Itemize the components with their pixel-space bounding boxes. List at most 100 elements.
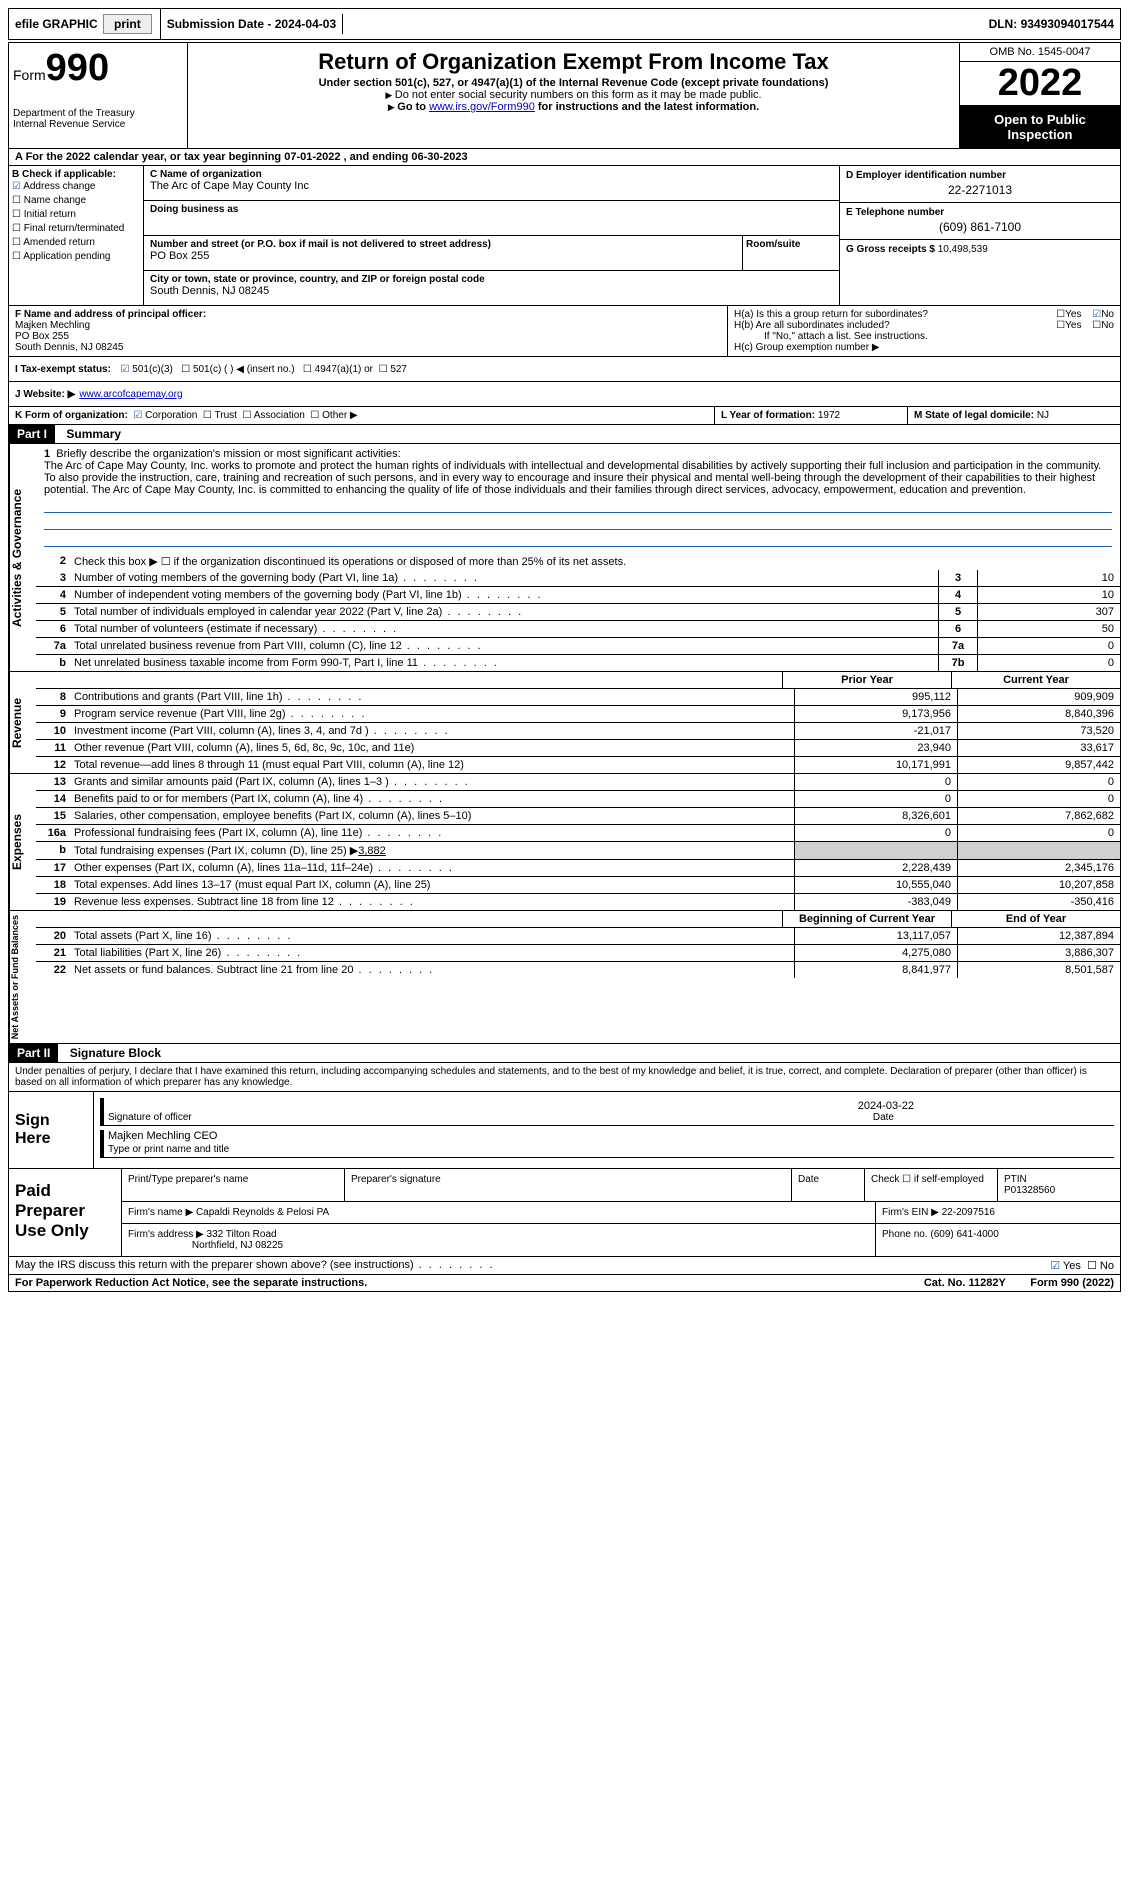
line-12: 12Total revenue—add lines 8 through 11 (… — [36, 757, 1120, 773]
preparer-label: Paid Preparer Use Only — [9, 1169, 121, 1256]
line-10: 10Investment income (Part VIII, column (… — [36, 723, 1120, 740]
prep-row-3: Firm's address ▶ 332 Tilton Road Northfi… — [122, 1224, 1120, 1256]
box-e-phone: E Telephone number (609) 861-7100 — [840, 203, 1120, 240]
box-d-ein: D Employer identification number 22-2271… — [840, 166, 1120, 203]
prep-row-2: Firm's name ▶ Capaldi Reynolds & Pelosi … — [122, 1202, 1120, 1224]
line-15: 15Salaries, other compensation, employee… — [36, 808, 1120, 825]
section-revenue: Revenue Prior Year Current Year 8Contrib… — [9, 672, 1120, 774]
net-col-headers: Beginning of Current Year End of Year — [36, 911, 1120, 928]
chk-amended[interactable]: Amended return — [12, 236, 140, 250]
line-19: 19Revenue less expenses. Subtract line 1… — [36, 894, 1120, 910]
form-number: Form990 — [13, 47, 183, 90]
row-a-tax-year: A For the 2022 calendar year, or tax yea… — [9, 149, 1120, 166]
line-m: M State of legal domicile: NJ — [908, 407, 1120, 424]
f-h-row: F Name and address of principal officer:… — [9, 306, 1120, 357]
chk-501c3[interactable] — [121, 364, 130, 375]
ha-no[interactable] — [1092, 309, 1101, 320]
line-i: I Tax-exempt status: 501(c)(3) 501(c) ( … — [9, 357, 1120, 382]
footer-row: For Paperwork Reduction Act Notice, see … — [9, 1275, 1120, 1291]
h-b-note: If "No," attach a list. See instructions… — [734, 331, 1114, 342]
h-c: H(c) Group exemption number ▶ — [734, 342, 1114, 353]
irs-link[interactable]: www.irs.gov/Form990 — [429, 101, 535, 113]
officer-name-line: Majken Mechling CEO Type or print name a… — [100, 1130, 1114, 1158]
entity-block: B Check if applicable: Address change Na… — [9, 166, 1120, 306]
chk-name-change[interactable]: Name change — [12, 194, 140, 208]
box-h: H(a) Is this a group return for subordin… — [728, 306, 1120, 356]
goto-note: Go to www.irs.gov/Form990 for instructio… — [196, 101, 951, 113]
chk-address-change[interactable]: Address change — [12, 180, 140, 194]
sign-here-label: Sign Here — [9, 1092, 94, 1168]
chk-application[interactable]: Application pending — [12, 250, 140, 264]
section-expenses: Expenses 13Grants and similar amounts pa… — [9, 774, 1120, 911]
street-box: Number and street (or P.O. box if mail i… — [144, 236, 743, 271]
line-k: K Form of organization: Corporation Trus… — [9, 407, 715, 424]
chk-trust[interactable] — [203, 410, 212, 421]
line-1-mission: 1 Briefly describe the organization's mi… — [36, 444, 1120, 553]
signature-section: Under penalties of perjury, I declare th… — [9, 1063, 1120, 1169]
h-a: H(a) Is this a group return for subordin… — [734, 309, 1114, 320]
ha-yes[interactable] — [1056, 309, 1065, 320]
chk-initial-return[interactable]: Initial return — [12, 208, 140, 222]
line-18: 18Total expenses. Add lines 13–17 (must … — [36, 877, 1120, 894]
form-title: Return of Organization Exempt From Incom… — [196, 49, 951, 75]
mission-text: The Arc of Cape May County, Inc. works t… — [44, 460, 1101, 496]
line-17: 17Other expenses (Part IX, column (A), l… — [36, 860, 1120, 877]
hb-no[interactable] — [1092, 320, 1101, 331]
header-left: Form990 Department of the TreasuryIntern… — [9, 43, 188, 148]
hb-yes[interactable] — [1056, 320, 1065, 331]
form-header: Form990 Department of the TreasuryIntern… — [9, 43, 1120, 149]
line-21: 21Total liabilities (Part X, line 26) 4,… — [36, 945, 1120, 962]
chk-527[interactable] — [379, 364, 388, 375]
discuss-yes[interactable] — [1050, 1260, 1060, 1272]
side-expenses: Expenses — [9, 774, 36, 910]
line-6: 6Total number of volunteers (estimate if… — [36, 621, 1120, 638]
tax-year: 2022 — [960, 62, 1120, 106]
prep-row-1: Print/Type preparer's name Preparer's si… — [122, 1169, 1120, 1202]
discuss-row: May the IRS discuss this return with the… — [9, 1257, 1120, 1275]
line-5: 5Total number of individuals employed in… — [36, 604, 1120, 621]
street-row: Number and street (or P.O. box if mail i… — [144, 236, 839, 271]
ssn-note: Do not enter social security numbers on … — [196, 89, 951, 101]
website-link[interactable]: www.arcofcapemay.org — [79, 389, 182, 400]
dba-box: Doing business as — [144, 201, 839, 236]
print-button[interactable]: print — [103, 14, 152, 34]
form-container: Form990 Department of the TreasuryIntern… — [8, 42, 1121, 1292]
line-4: 4Number of independent voting members of… — [36, 587, 1120, 604]
form-subtitle: Under section 501(c), 527, or 4947(a)(1)… — [196, 77, 951, 89]
room-box: Room/suite — [743, 236, 839, 271]
submission-date: Submission Date - 2024-04-03 — [161, 14, 343, 34]
line-9: 9Program service revenue (Part VIII, lin… — [36, 706, 1120, 723]
preparer-section: Paid Preparer Use Only Print/Type prepar… — [9, 1169, 1120, 1257]
open-public-badge: Open to Public Inspection — [960, 106, 1120, 148]
line-22: 22Net assets or fund balances. Subtract … — [36, 962, 1120, 978]
chk-4947[interactable] — [303, 364, 312, 375]
line-16b: bTotal fundraising expenses (Part IX, co… — [36, 842, 1120, 860]
chk-corp[interactable] — [133, 410, 142, 421]
chk-501c[interactable] — [181, 364, 190, 375]
box-f: F Name and address of principal officer:… — [9, 306, 728, 356]
part-i-header: Part I Summary — [9, 425, 1120, 444]
city-box: City or town, state or province, country… — [144, 271, 839, 305]
line-8: 8Contributions and grants (Part VIII, li… — [36, 689, 1120, 706]
line-13: 13Grants and similar amounts paid (Part … — [36, 774, 1120, 791]
line-l: L Year of formation: 1972 — [715, 407, 908, 424]
chk-other[interactable] — [310, 410, 319, 421]
line-3: 3Number of voting members of the governi… — [36, 570, 1120, 587]
line-2: 2Check this box ▶ ☐ if the organization … — [36, 553, 1120, 570]
section-governance: Activities & Governance 1 Briefly descri… — [9, 444, 1120, 672]
line-16a: 16aProfessional fundraising fees (Part I… — [36, 825, 1120, 842]
efile-top-bar: efile GRAPHIC print Submission Date - 20… — [8, 8, 1121, 40]
sign-fields: 2024-03-22 Signature of officer Date Maj… — [94, 1092, 1120, 1168]
chk-assoc[interactable] — [242, 410, 251, 421]
box-c: C Name of organization The Arc of Cape M… — [144, 166, 840, 305]
header-right: OMB No. 1545-0047 2022 Open to Public In… — [959, 43, 1120, 148]
discuss-no[interactable] — [1087, 1260, 1097, 1272]
dept-treasury: Department of the TreasuryInternal Reven… — [13, 108, 183, 130]
officer-signature-line[interactable]: 2024-03-22 Signature of officer Date — [100, 1098, 1114, 1126]
chk-final-return[interactable]: Final return/terminated — [12, 222, 140, 236]
line-j: J Website: ▶ www.arcofcapemay.org — [9, 382, 1120, 407]
part-ii-header: Part II Signature Block — [9, 1044, 1120, 1063]
rev-col-headers: Prior Year Current Year — [36, 672, 1120, 689]
org-name-box: C Name of organization The Arc of Cape M… — [144, 166, 839, 201]
org-name: The Arc of Cape May County Inc — [150, 180, 309, 192]
